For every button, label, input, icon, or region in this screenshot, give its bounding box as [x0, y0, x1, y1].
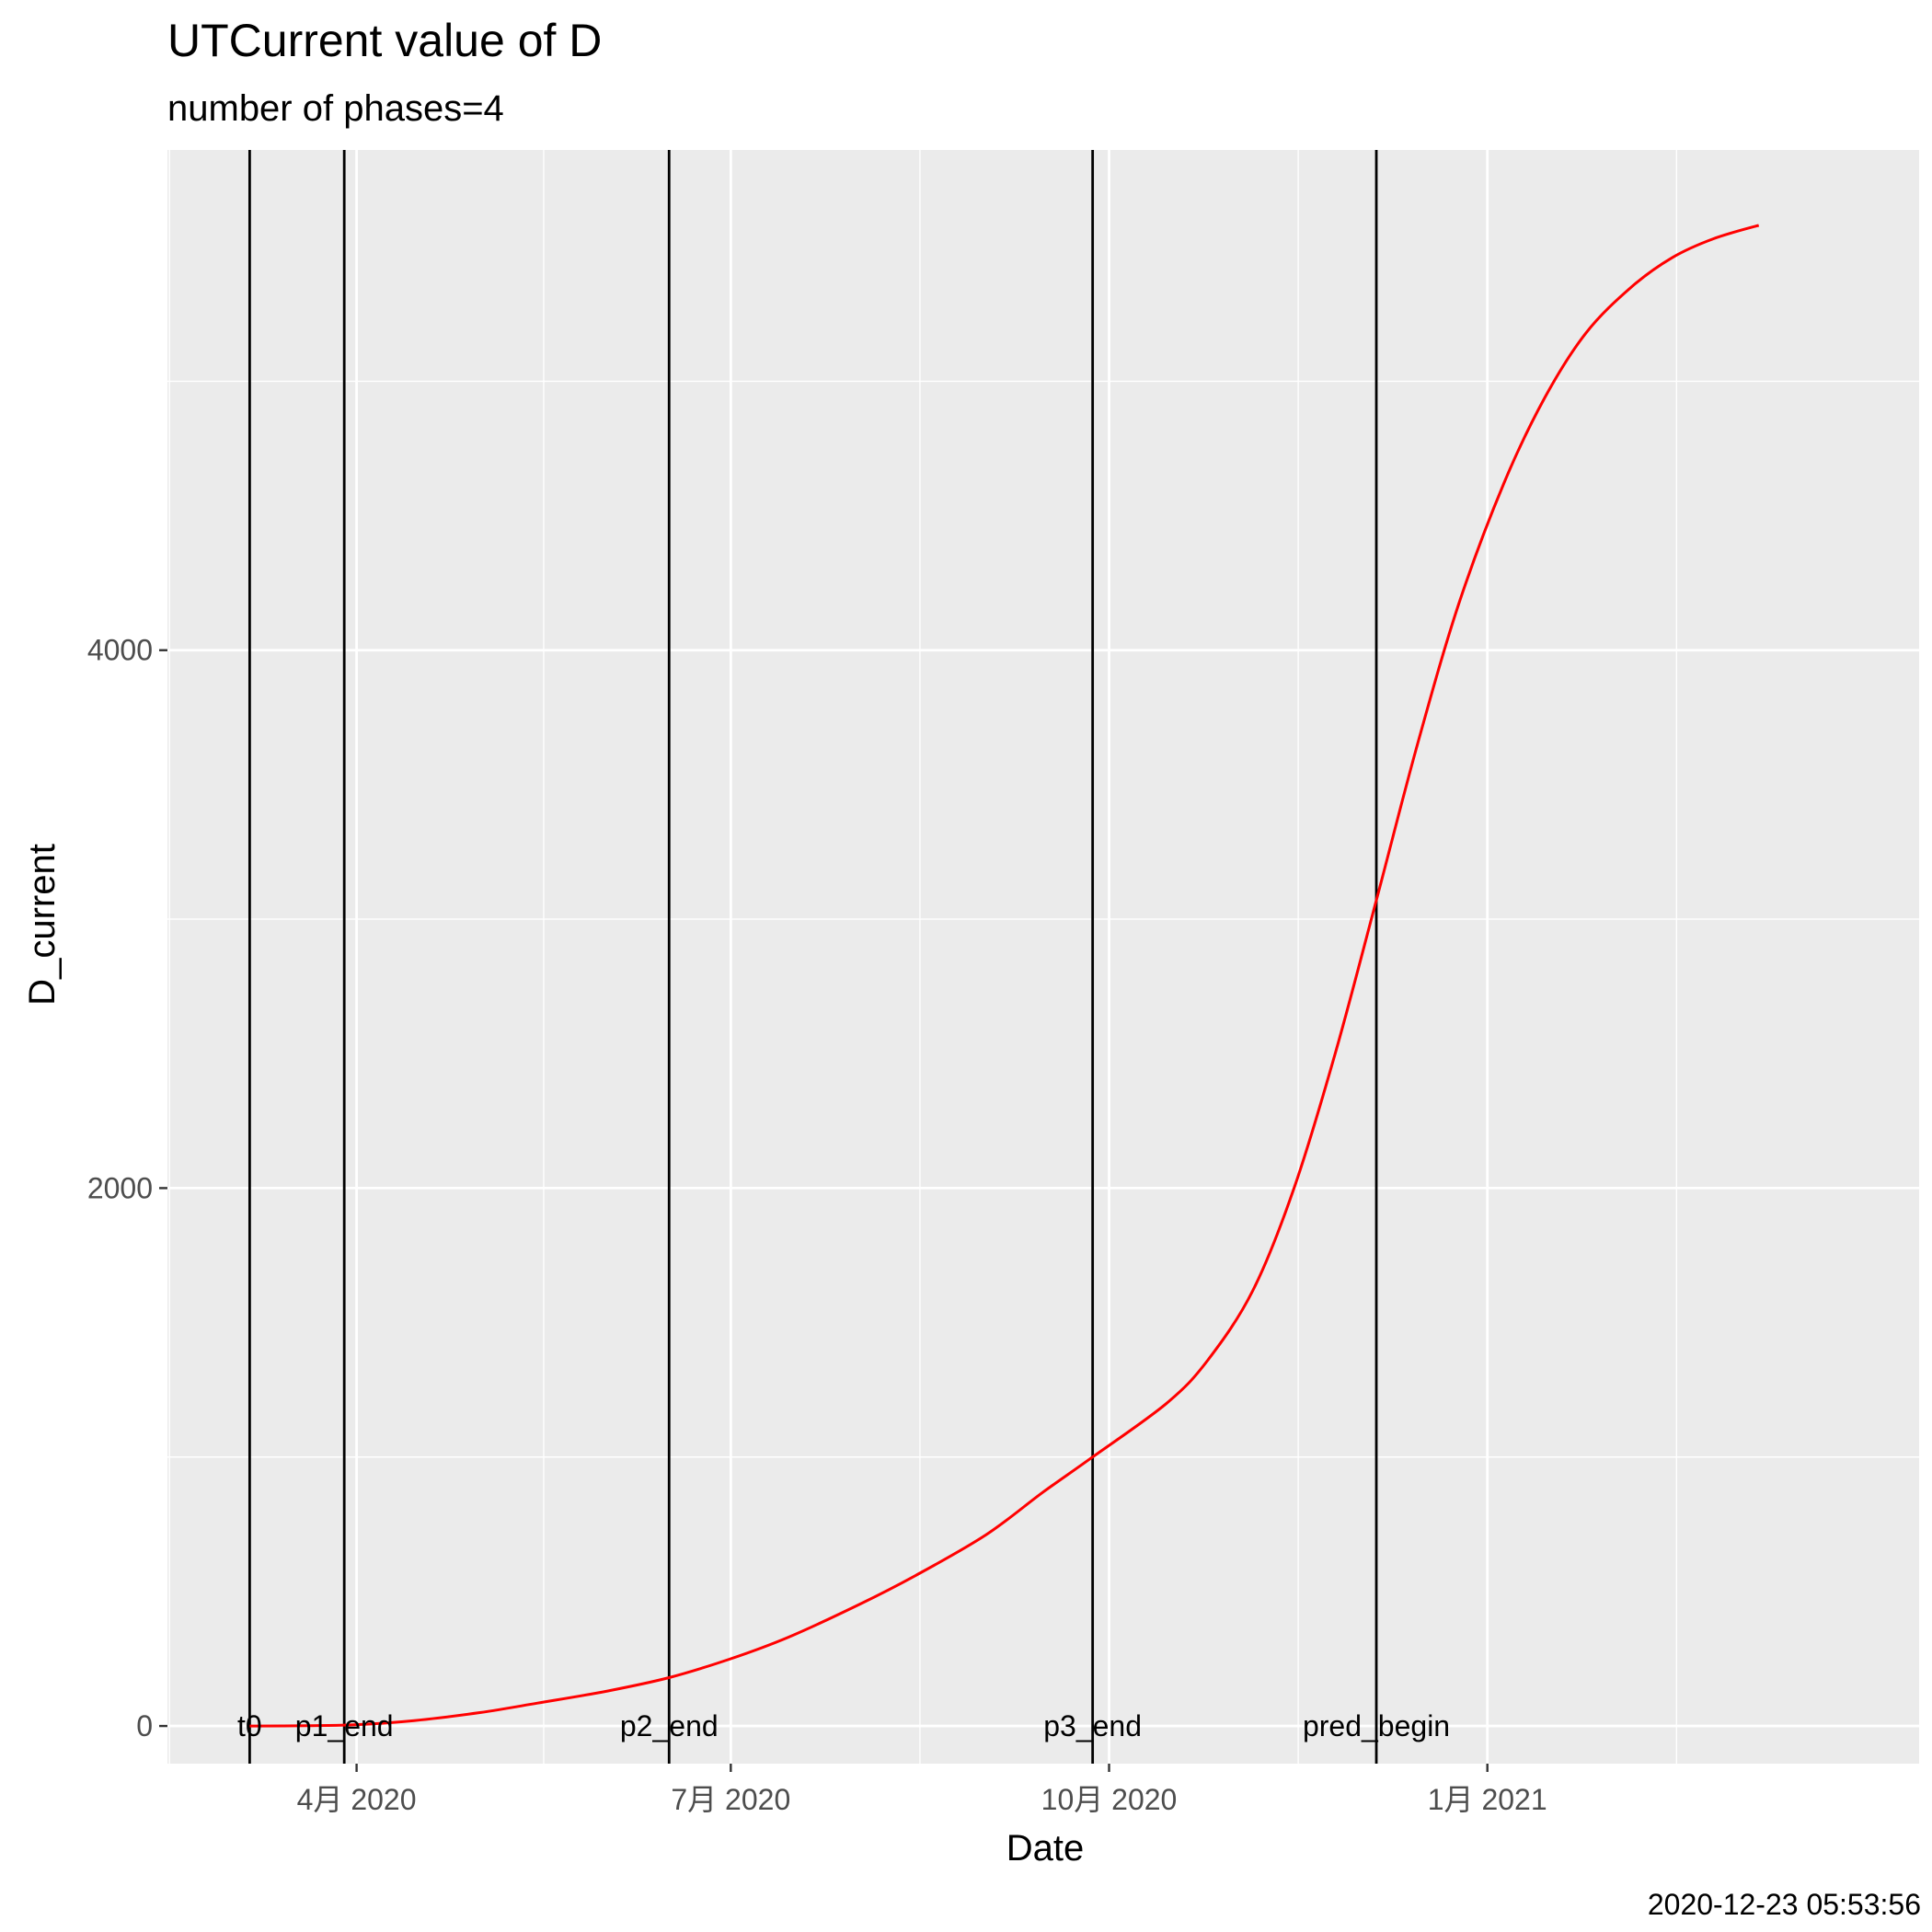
phase-lines [247, 150, 1378, 1764]
chart-subtitle: number of phases=4 [167, 88, 504, 129]
plot-panel [167, 150, 1919, 1764]
grid-major [167, 150, 1919, 1764]
phase-label-p1-end: p1_end [295, 1709, 394, 1742]
y-tick-label: 2000 [87, 1171, 153, 1204]
y-tick-label: 4000 [87, 634, 153, 667]
x-tick-label: 10月 2020 [1041, 1783, 1178, 1816]
y-axis-title: D_current [22, 844, 63, 1006]
phase-label-p2-end: p2_end [620, 1709, 719, 1742]
x-axis: 4月 2020 7月 2020 10月 2020 1月 2021 [297, 1764, 1547, 1816]
y-axis: 0 2000 4000 [87, 634, 167, 1742]
x-tick-label: 7月 2020 [671, 1783, 790, 1816]
phase-labels: t0 p1_end p2_end p3_end pred_begin [237, 1709, 1450, 1742]
y-tick-label: 0 [136, 1709, 153, 1742]
x-tick-label: 1月 2021 [1428, 1783, 1547, 1816]
phase-label-p3-end: p3_end [1043, 1709, 1142, 1742]
chart-caption: 2020-12-23 05:53:56 [1648, 1888, 1921, 1921]
phase-label-pred-begin: pred_begin [1303, 1709, 1450, 1742]
chart-title: UTCurrent value of D [167, 15, 602, 66]
series-group [249, 224, 1760, 1728]
phase-label-t0: t0 [237, 1709, 262, 1742]
series-line-0 [249, 224, 1760, 1728]
x-tick-label: 4月 2020 [297, 1783, 417, 1816]
grid-minor [167, 150, 1919, 1764]
x-axis-title: Date [1006, 1828, 1085, 1869]
